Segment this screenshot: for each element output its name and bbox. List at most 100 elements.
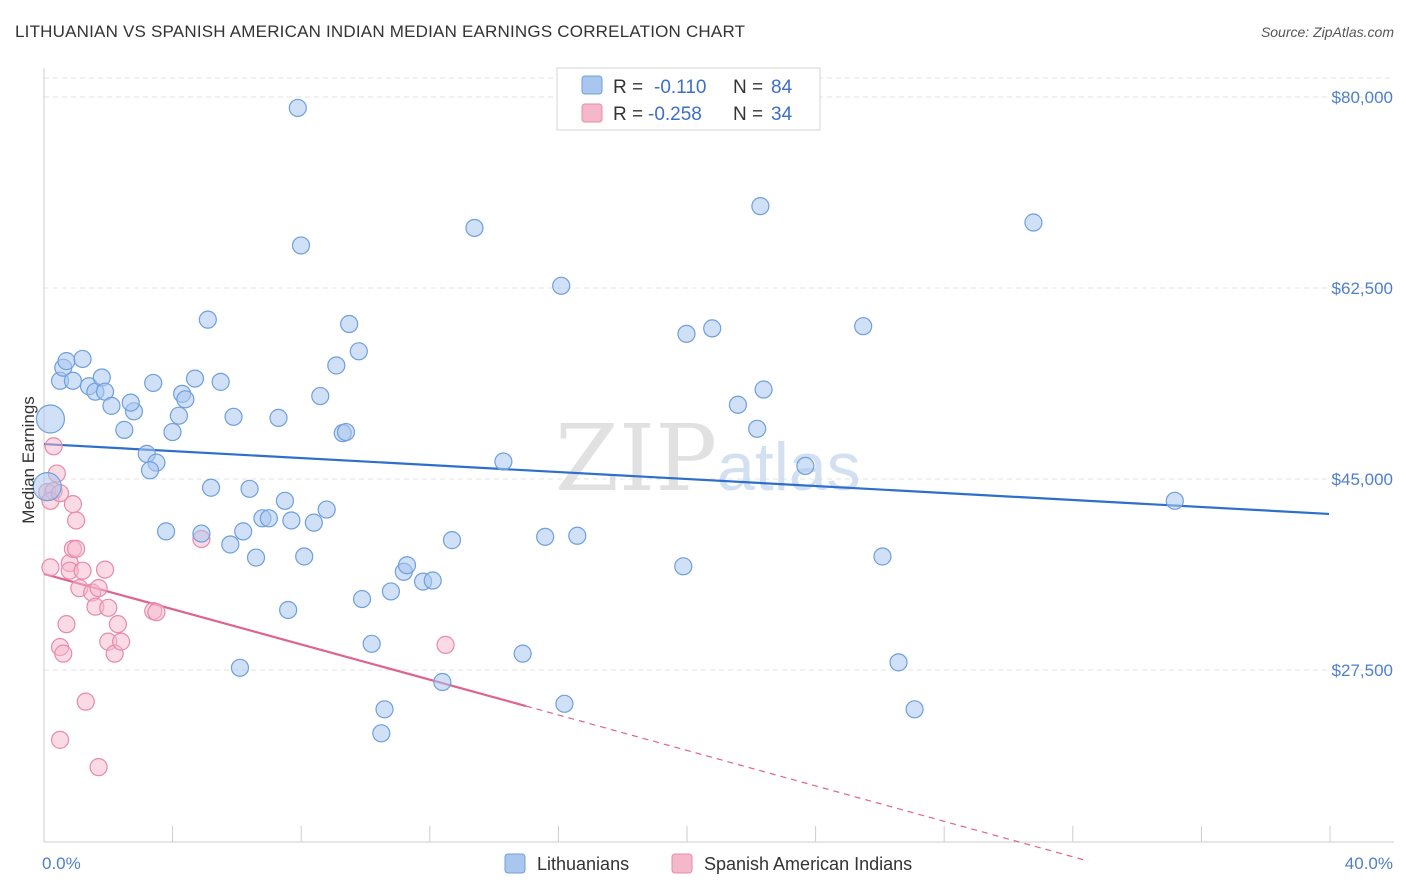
y-axis-label: Median Earnings [19, 396, 38, 524]
lithuanians-point-39 [288, 98, 307, 118]
watermark-atlas: atlas [717, 429, 861, 505]
y-tick-labels: $27,500 $45,000 $62,500 $80,000 [1332, 88, 1393, 680]
spanish-american-indians-point-5 [54, 644, 73, 663]
legend-r-value-1: -0.110 [654, 77, 706, 98]
lithuanians-point-81 [1165, 491, 1184, 510]
lithuanians-point-68 [674, 557, 693, 576]
x-tick-label-max: 40.0% [1345, 854, 1393, 873]
lithuanians-point-53 [375, 700, 394, 719]
legend-top: R = -0.110 N = 84 R = -0.258 N = 34 [556, 67, 821, 131]
lithuanians-point-44 [317, 500, 336, 519]
lithuanians-point-45 [327, 356, 346, 375]
lithuanians-point-67 [568, 526, 587, 545]
lithuanians-point-29 [230, 658, 250, 677]
watermark: ZIP atlas [555, 405, 861, 512]
spanish-american-indians-point-30 [44, 437, 63, 456]
legend-swatch-spanish-american-indians [581, 103, 603, 123]
spanish-american-indians-point-11 [67, 539, 86, 558]
lithuanians-point-62 [494, 452, 513, 471]
spanish-american-indians-point-14 [76, 692, 95, 711]
lithuanians-point-69 [677, 324, 696, 343]
lithuanians-trend-line [43, 442, 1330, 516]
lithuanians-point-32 [246, 548, 266, 567]
lithuanians-point-41 [295, 547, 314, 566]
lithuanians-point-16 [144, 373, 163, 393]
lithuanians-point-15 [140, 461, 160, 480]
lithuanians-point-78 [889, 653, 908, 672]
watermark-zip: ZIP [555, 405, 717, 512]
lithuanians-point-27 [221, 535, 240, 554]
lithuanians-point-82 [32, 472, 62, 502]
legend-n-label-1: N = [733, 77, 763, 98]
lithuanians-points [32, 98, 1184, 743]
spanish-american-indians-point-33 [63, 495, 83, 514]
lithuanians-point-79 [905, 700, 924, 719]
lithuanians-point-19 [169, 406, 189, 425]
lithuanians-point-70 [703, 319, 722, 338]
lithuanians-point-58 [423, 571, 442, 590]
lithuanians-point-80 [1024, 213, 1043, 232]
lithuanians-point-30 [234, 522, 253, 541]
legend-swatch-lithuanians [581, 75, 603, 95]
lithuanians-point-49 [349, 342, 368, 361]
legend-bottom: Lithuanians Spanish American Indians [504, 853, 912, 874]
lithuanians-point-50 [352, 589, 372, 609]
lithuanians-point-83 [121, 393, 140, 412]
axes [43, 68, 1394, 843]
lithuanians-point-0 [35, 404, 66, 434]
lithuanians-point-76 [854, 317, 873, 336]
lithuanians-point-35 [269, 408, 288, 427]
lithuanians-point-5 [73, 349, 92, 369]
lithuanians-point-3 [57, 352, 76, 371]
spanish-american-indians-point-21 [108, 615, 127, 634]
spanish-american-indians-point-28 [89, 758, 108, 777]
lithuanians-point-11 [115, 420, 134, 439]
lithuanians-point-36 [275, 491, 295, 510]
spanish-american-indians-point-6 [57, 615, 76, 634]
lithuanians-point-38 [279, 600, 298, 620]
bottom-legend-swatch-spanish-american-indians [671, 853, 693, 874]
lithuanians-point-73 [748, 419, 767, 438]
lithuanians-point-47 [336, 422, 356, 442]
lithuanians-point-71 [728, 395, 748, 414]
lithuanians-point-54 [381, 582, 401, 601]
legend-r-value-2: -0.258 [648, 104, 702, 125]
chart-title: LITHUANIAN VS SPANISH AMERICAN INDIAN ME… [15, 22, 746, 41]
lithuanians-point-52 [372, 724, 391, 743]
spanish-american-indians-point-22 [111, 632, 131, 651]
lithuanians-point-42 [304, 513, 323, 532]
lithuanians-point-18 [163, 422, 182, 442]
y-tick-label-2: $62,500 [1332, 279, 1393, 298]
lithuanians-point-4 [63, 371, 83, 390]
lithuanians-point-25 [201, 478, 221, 497]
lithuanians-point-77 [873, 547, 892, 566]
lithuanians-point-31 [240, 479, 259, 498]
lithuanians-point-51 [362, 634, 381, 653]
y-tick-label-0: $27,500 [1332, 661, 1393, 680]
bottom-legend-swatch-lithuanians [504, 853, 526, 874]
lithuanians-point-21 [176, 390, 195, 409]
legend-n-value-1: 84 [771, 77, 793, 98]
lithuanians-point-59 [433, 672, 452, 692]
bottom-legend-label-lithuanians: Lithuanians [537, 854, 629, 874]
source-label: Source: ZipAtlas.com [1260, 24, 1394, 40]
lithuanians-point-34 [259, 509, 278, 528]
legend-r-label-2: R = [613, 104, 643, 125]
spanish-american-indians-trend-extension [525, 705, 1089, 862]
lithuanians-point-63 [513, 644, 532, 663]
lithuanians-point-40 [291, 236, 311, 255]
y-tick-label-1: $45,000 [1332, 470, 1393, 489]
spanish-american-indians-point-10 [67, 511, 86, 530]
lithuanians-point-10 [102, 396, 121, 415]
spanish-american-indians-point-13 [73, 561, 92, 580]
legend-n-value-2: 34 [771, 104, 793, 125]
spanish-american-indians-point-27 [50, 730, 70, 749]
lithuanians-point-75 [796, 456, 815, 476]
lithuanians-point-22 [185, 369, 205, 388]
spanish-american-indians-point-24 [147, 603, 166, 622]
spanish-american-indians-point-32 [99, 598, 118, 617]
spanish-american-indians-point-17 [89, 579, 108, 598]
spanish-american-indians-point-26 [436, 635, 455, 654]
lithuanians-point-66 [555, 694, 574, 713]
